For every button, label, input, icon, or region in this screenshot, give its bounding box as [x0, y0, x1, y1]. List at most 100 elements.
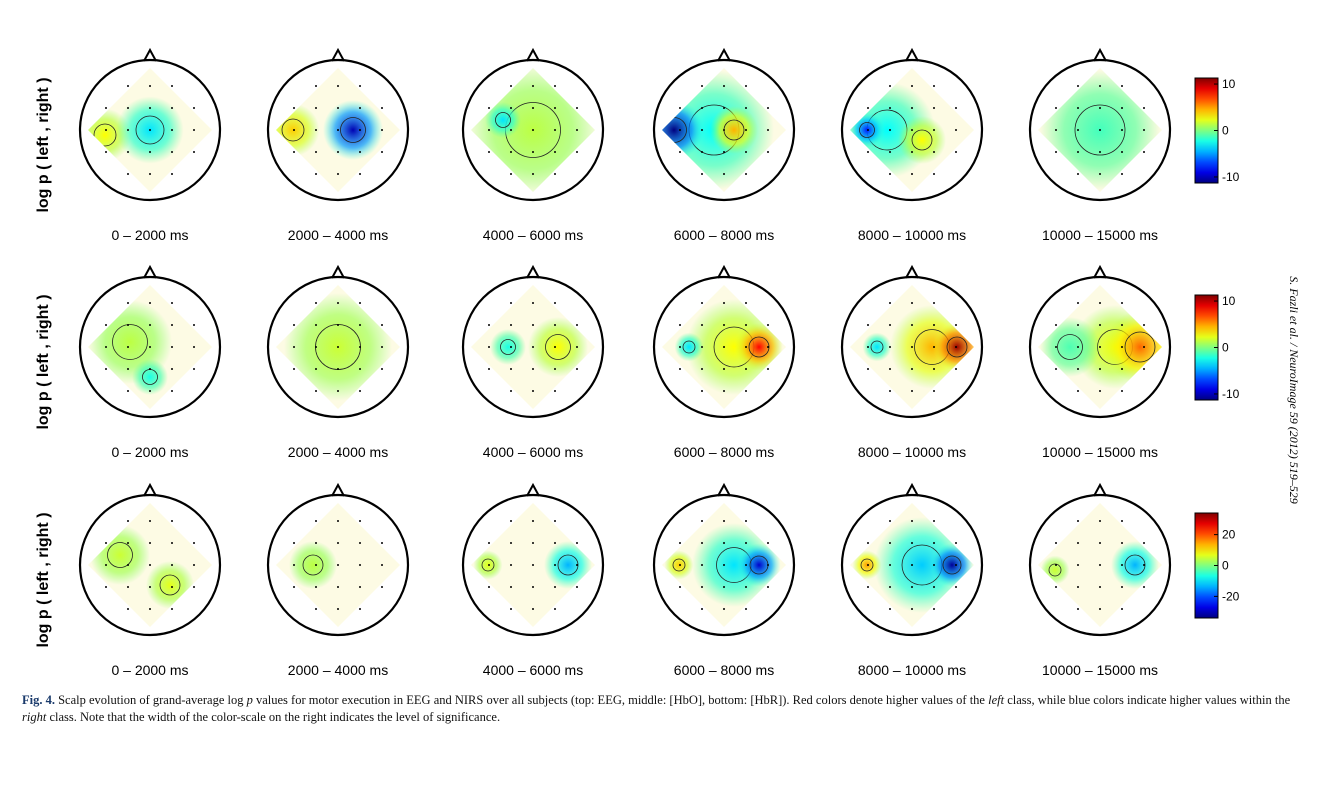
electrode [359, 390, 361, 392]
electrode [337, 173, 339, 175]
electrode [933, 346, 935, 348]
electrode [889, 324, 891, 326]
scalp-map [652, 482, 796, 637]
electrode [359, 173, 361, 175]
electrode [911, 302, 913, 304]
electrode [554, 324, 556, 326]
electrode [337, 129, 339, 131]
electrode [1099, 608, 1101, 610]
electrode [1143, 542, 1145, 544]
electrode [315, 151, 317, 153]
electrode [745, 608, 747, 610]
electrode [1143, 586, 1145, 588]
electrode [955, 586, 957, 588]
electrode [293, 368, 295, 370]
scalp-map [840, 47, 984, 202]
contour [1124, 331, 1156, 363]
electrode [315, 542, 317, 544]
activation [1040, 305, 1162, 389]
head [652, 493, 796, 637]
activation [490, 317, 588, 377]
electrode [488, 324, 490, 326]
electrode [315, 173, 317, 175]
electrode [359, 85, 361, 87]
electrode [359, 151, 361, 153]
electrode [1055, 542, 1057, 544]
electrode [889, 564, 891, 566]
scalp-map [78, 47, 222, 202]
electrode [171, 129, 173, 131]
electrode [767, 586, 769, 588]
electrode [510, 85, 512, 87]
electrode [1143, 151, 1145, 153]
electrode [293, 564, 295, 566]
electrode [127, 324, 129, 326]
electrode [1099, 173, 1101, 175]
colorbar-tick-label: 10 [1222, 294, 1236, 308]
electrode [955, 368, 957, 370]
electrode [532, 542, 534, 544]
activation-blob [132, 359, 168, 395]
electrode [933, 107, 935, 109]
electrode [889, 151, 891, 153]
electrode [532, 173, 534, 175]
activation [674, 299, 783, 395]
electrode [911, 85, 913, 87]
electrode [193, 151, 195, 153]
electrode [337, 85, 339, 87]
electrode [315, 107, 317, 109]
electrode [867, 542, 869, 544]
activation-blob [528, 317, 588, 377]
electrode [510, 542, 512, 544]
electrode [1077, 346, 1079, 348]
head [461, 58, 605, 202]
electrode [149, 368, 151, 370]
panel-label: 0 – 2000 ms [111, 444, 188, 460]
electrode [127, 586, 129, 588]
electrode [576, 564, 578, 566]
activation-blob [544, 541, 592, 589]
electrode [1055, 324, 1057, 326]
caption-text: values for motor execution in EEG and NI… [252, 693, 989, 707]
electrode [701, 564, 703, 566]
electrode [1055, 564, 1057, 566]
electrode [337, 520, 339, 522]
head [840, 493, 984, 637]
electrode [867, 324, 869, 326]
electrode [149, 173, 151, 175]
electrode [911, 586, 913, 588]
electrode [127, 151, 129, 153]
electrode [867, 129, 869, 131]
electrode [1121, 107, 1123, 109]
electrode [933, 173, 935, 175]
colorbar-tick-label: -20 [1222, 589, 1240, 603]
caption-italic: p [246, 693, 253, 707]
head [266, 493, 410, 637]
electrode [554, 302, 556, 304]
electrode [554, 542, 556, 544]
contour [859, 122, 875, 138]
electrode [767, 107, 769, 109]
nose [905, 264, 919, 279]
electrode [337, 151, 339, 153]
row-label: log p ( left , right ) [35, 512, 52, 647]
electrode [359, 346, 361, 348]
electrode [867, 368, 869, 370]
electrode [359, 107, 361, 109]
electrode [679, 564, 681, 566]
electrode [127, 346, 129, 348]
electrode [723, 302, 725, 304]
electrode [723, 173, 725, 175]
head [840, 275, 984, 419]
electrode [955, 129, 957, 131]
electrode [1143, 107, 1145, 109]
electrode [510, 390, 512, 392]
electrode [554, 586, 556, 588]
electrode [679, 542, 681, 544]
electrode [337, 324, 339, 326]
electrode [1077, 107, 1079, 109]
electrode [701, 173, 703, 175]
electrode [381, 151, 383, 153]
head [78, 493, 222, 637]
